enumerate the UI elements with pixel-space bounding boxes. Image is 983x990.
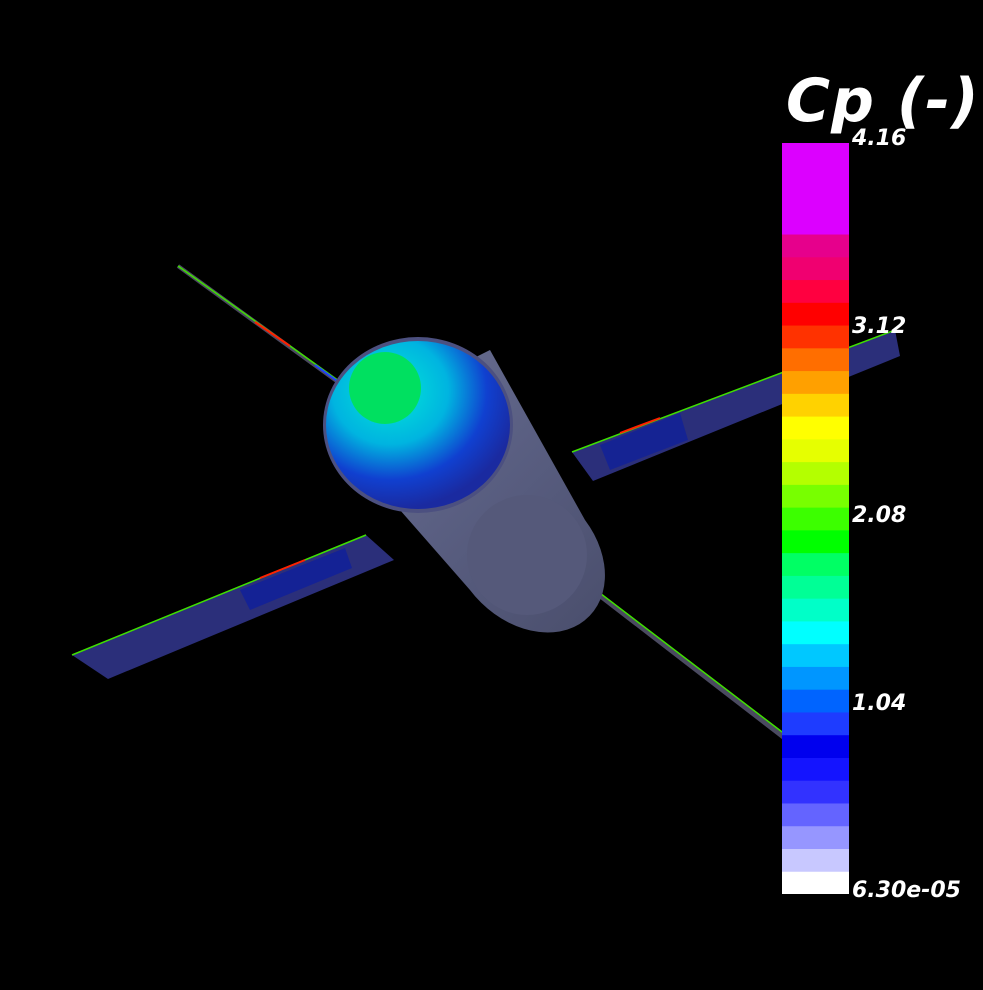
colorbar-band xyxy=(782,279,849,303)
colorbar-band xyxy=(782,234,849,258)
colorbar-band xyxy=(782,325,849,349)
colorbar-band xyxy=(782,393,849,417)
solar-panel-right xyxy=(571,329,900,481)
colorbar-band xyxy=(782,529,849,554)
colorbar-band xyxy=(782,416,849,440)
colorbar-band xyxy=(782,438,849,463)
colorbar-band xyxy=(782,780,849,804)
colorbar-tick-3: 3.12 xyxy=(852,314,907,339)
colorbar-tick-max: 4.16 xyxy=(852,126,907,151)
colorbar-band xyxy=(782,507,849,531)
colorbar-band xyxy=(782,802,849,827)
colorbar-band xyxy=(782,757,849,781)
colorbar-band xyxy=(782,256,849,281)
colorbar-band xyxy=(782,484,849,508)
colorbar-band xyxy=(782,165,849,190)
colorbar-band xyxy=(782,848,849,872)
colorbar-band xyxy=(782,620,849,645)
colorbar-band xyxy=(782,734,849,758)
colorbar-band xyxy=(782,666,849,690)
solar-panel-left xyxy=(71,534,394,679)
colorbar-band xyxy=(782,711,849,736)
colorbar xyxy=(782,143,849,894)
colorbar-band xyxy=(782,643,849,667)
colorbar-band xyxy=(782,143,849,167)
colorbar-band xyxy=(782,188,849,212)
colorbar-tick-2: 2.08 xyxy=(852,503,907,528)
colorbar-band xyxy=(782,871,849,894)
colorbar-band xyxy=(782,347,849,372)
solar-panel-upper-left xyxy=(176,264,362,400)
colorbar-band xyxy=(782,552,849,576)
colorbar-band xyxy=(782,598,849,622)
colorbar-band xyxy=(782,211,849,235)
capsule-body xyxy=(323,337,605,633)
colorbar-band xyxy=(782,689,849,713)
colorbar-tick-1: 1.04 xyxy=(852,691,907,716)
colorbar-band xyxy=(782,575,849,599)
colorbar-band xyxy=(782,302,849,326)
colorbar-title: Cp (-) xyxy=(786,66,980,136)
colorbar-band xyxy=(782,461,849,485)
nose-cap xyxy=(349,352,421,424)
colorbar-tick-min: 6.30e-05 xyxy=(852,878,961,903)
colorbar-band xyxy=(782,370,849,394)
colorbar-band xyxy=(782,825,849,849)
